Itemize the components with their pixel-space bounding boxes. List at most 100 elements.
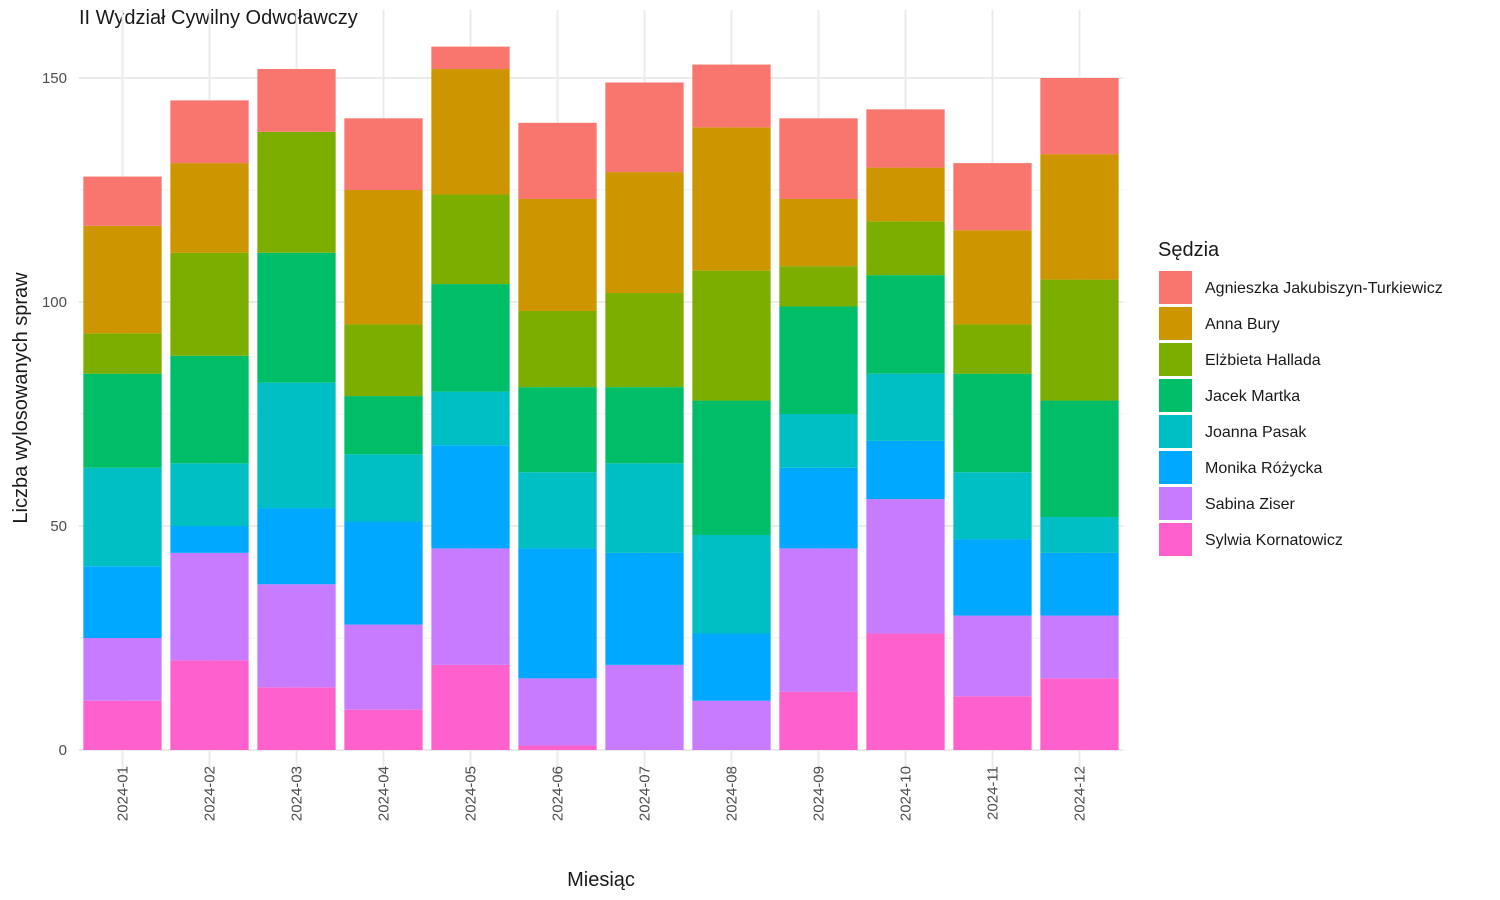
bar-segment xyxy=(605,664,684,750)
bar-segment xyxy=(953,230,1032,325)
bar-segment xyxy=(431,194,510,285)
legend-swatch xyxy=(1159,343,1192,376)
bar-segment xyxy=(692,270,771,401)
legend-swatch xyxy=(1159,415,1192,448)
x-tick-label: 2024-12 xyxy=(1072,766,1089,821)
bar-segment xyxy=(344,396,423,455)
bar-segment xyxy=(83,638,162,701)
legend-title: Sędzia xyxy=(1158,239,1220,261)
bar-segment xyxy=(866,167,945,222)
x-tick-label: 2024-09 xyxy=(811,766,828,821)
legend-swatch xyxy=(1159,379,1192,412)
bar-segment xyxy=(779,414,858,468)
y-tick-label: 150 xyxy=(42,70,67,87)
bar-segment xyxy=(779,118,858,199)
bar-segment xyxy=(866,633,945,750)
bar-segment xyxy=(1040,400,1119,518)
bar-segment xyxy=(431,391,510,446)
bar-segment xyxy=(518,387,597,473)
bar-segment xyxy=(344,118,423,190)
legend-label: Agnieszka Jakubiszyn-Turkiewicz xyxy=(1205,280,1443,297)
bar-segment xyxy=(344,324,423,397)
bar-segment xyxy=(257,508,336,585)
bar-segment xyxy=(953,696,1032,750)
x-tick-label: 2024-03 xyxy=(289,766,306,821)
x-axis-ticks: 2024-01 2024-02 2024-03 2024-04 2024-05 2024-… xyxy=(115,766,1089,821)
bar-segment xyxy=(170,660,249,750)
bar-segment xyxy=(344,624,423,710)
bar-segment xyxy=(83,333,162,374)
bar-segment xyxy=(170,163,249,253)
legend-swatch xyxy=(1159,523,1192,556)
bar-segment xyxy=(257,584,336,688)
bar-segment xyxy=(1040,615,1119,679)
bar-segment xyxy=(1040,78,1119,155)
bar-segment xyxy=(1040,678,1119,750)
bar-segment xyxy=(431,445,510,549)
legend-swatch xyxy=(1159,271,1192,304)
y-axis-title: Liczba wylosowanych spraw xyxy=(10,272,32,524)
bar-segment xyxy=(866,440,945,500)
bar-segment xyxy=(692,700,771,750)
bar-segment xyxy=(953,373,1032,473)
bar-segment xyxy=(431,548,510,665)
bar-segment xyxy=(83,566,162,638)
bar-segment xyxy=(866,221,945,276)
bar-segment xyxy=(170,463,249,526)
bar-segment xyxy=(953,615,1032,697)
bar-segment xyxy=(953,163,1032,231)
bar-segment xyxy=(344,709,423,750)
bar-segment xyxy=(866,275,945,374)
x-axis-title: Miesiąc xyxy=(567,869,635,891)
bar-segment xyxy=(518,122,597,199)
bar-segment xyxy=(692,127,771,271)
bar-segment xyxy=(518,745,597,750)
bar-segment xyxy=(518,548,597,679)
bar-segment xyxy=(257,382,336,509)
bar-segment xyxy=(779,198,858,267)
bar-segment xyxy=(344,190,423,325)
legend-label: Anna Bury xyxy=(1205,316,1280,333)
bar-segment xyxy=(431,69,510,195)
legend-label: Sabina Ziser xyxy=(1205,496,1295,513)
bar-segment xyxy=(83,176,162,226)
bar-segment xyxy=(257,131,336,253)
bar-segment xyxy=(431,664,510,750)
bar-segment xyxy=(170,552,249,661)
bar-segment xyxy=(605,552,684,665)
legend-swatch xyxy=(1159,451,1192,484)
bar-segment xyxy=(692,400,771,535)
bar-segment xyxy=(1040,517,1119,553)
bar-segment xyxy=(692,64,771,128)
chart-title: II Wydział Cywilny Odwoławczy xyxy=(79,7,358,29)
bar-segment xyxy=(605,293,684,388)
bar-segment xyxy=(866,499,945,634)
x-tick-label: 2024-04 xyxy=(376,766,393,821)
bar-segment xyxy=(344,521,423,625)
bar-segment xyxy=(257,252,336,383)
legend-swatch xyxy=(1159,307,1192,340)
y-tick-label: 0 xyxy=(59,742,67,759)
bar-segment xyxy=(518,678,597,746)
y-axis-ticks: 0 50 100 150 xyxy=(42,70,67,759)
legend-label: Sylwia Kornatowicz xyxy=(1205,532,1343,549)
bar-segment xyxy=(866,373,945,441)
bar-segment xyxy=(692,633,771,701)
legend-swatch xyxy=(1159,487,1192,520)
bar-segment xyxy=(170,526,249,553)
legend-label: Joanna Pasak xyxy=(1205,424,1307,441)
x-tick-label: 2024-05 xyxy=(463,766,480,821)
bar-segment xyxy=(257,69,336,132)
bar-segment xyxy=(83,225,162,334)
bar-segment xyxy=(605,387,684,464)
bar-segment xyxy=(170,100,249,164)
y-tick-label: 100 xyxy=(42,294,67,311)
x-tick-label: 2024-02 xyxy=(202,766,219,821)
x-tick-label: 2024-01 xyxy=(115,766,132,821)
bar-segment xyxy=(605,463,684,553)
bar-segment xyxy=(953,324,1032,374)
bar-segment xyxy=(605,172,684,294)
bar-segment xyxy=(170,252,249,356)
bar-segment xyxy=(953,539,1032,616)
